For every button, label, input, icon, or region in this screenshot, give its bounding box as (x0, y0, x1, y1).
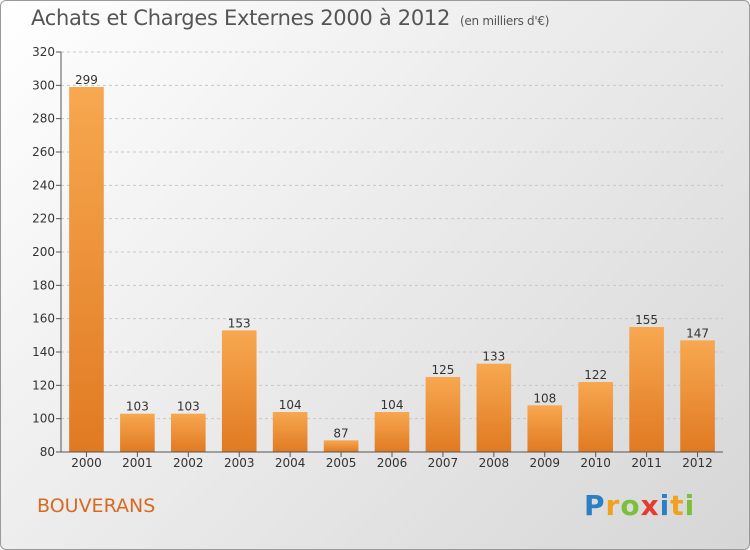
bar (578, 382, 614, 452)
bar (425, 377, 461, 452)
logo-letter: x (640, 489, 660, 522)
logo-letter: i (659, 489, 671, 522)
x-tick-label: 2006 (377, 456, 408, 470)
y-tick-label: 320 (32, 45, 55, 59)
bar-value-label: 155 (635, 313, 658, 327)
bar (120, 413, 155, 452)
x-tick-label: 2009 (529, 456, 560, 470)
bar (629, 327, 664, 452)
bar-value-label: 104 (381, 398, 404, 412)
bar-value-label: 103 (177, 400, 200, 414)
y-tick-label: 220 (32, 212, 55, 226)
bars: 299 103 103 153 104 87 104 125 133 108 122 155 147 (69, 73, 715, 452)
x-tick-label: 2012 (682, 456, 713, 470)
logo-letter: o (620, 489, 641, 522)
x-tick-label: 2000 (71, 456, 102, 470)
y-tick-label: 260 (32, 145, 55, 159)
x-tick-label: 2002 (173, 456, 204, 470)
x-tick-label: 2001 (122, 456, 153, 470)
place-name: BOUVERANS (37, 495, 156, 517)
y-tick-label: 140 (32, 345, 55, 359)
chart-title-text: Achats et Charges Externes 2000 à 2012 (31, 6, 451, 30)
y-tick-label: 80 (40, 445, 55, 459)
bar-value-label: 103 (126, 400, 149, 414)
bar (69, 87, 104, 452)
bar (272, 412, 308, 452)
x-tick-label: 2003 (224, 456, 255, 470)
x-tick-label: 2007 (428, 456, 459, 470)
bar (170, 413, 206, 452)
x-tick-label: 2011 (631, 456, 662, 470)
bar (527, 405, 563, 452)
y-axis: 80 100 120 140 160 180 200 220 240 260 280 300 320 (32, 45, 62, 459)
logo-letter: t (670, 489, 685, 522)
bar (476, 363, 512, 452)
x-tick-label: 2008 (479, 456, 510, 470)
y-tick-label: 240 (32, 178, 55, 192)
bar-value-label: 299 (75, 73, 98, 87)
logo-letter: P (584, 489, 606, 522)
x-tick-label: 2005 (326, 456, 357, 470)
bar-value-label: 87 (333, 426, 348, 440)
logo-letter: r (605, 489, 621, 522)
bar-value-label: 125 (431, 363, 454, 377)
y-tick-label: 200 (32, 245, 55, 259)
y-tick-label: 120 (32, 378, 55, 392)
bar-value-label: 147 (686, 326, 709, 340)
bar-value-label: 153 (228, 316, 251, 330)
bar-value-label: 104 (279, 398, 302, 412)
bar (374, 412, 410, 452)
bar-value-label: 108 (533, 391, 556, 405)
proxiti-logo: Proxiti (584, 489, 695, 522)
grid-lines (61, 51, 723, 453)
y-tick-label: 160 (32, 312, 55, 326)
x-axis: 2000 2001 2002 2003 2004 2005 2006 2007 2008 2009… (61, 451, 723, 470)
y-tick-label: 280 (32, 112, 55, 126)
chart-title: Achats et Charges Externes 2000 à 2012 (e… (31, 6, 549, 30)
bar (680, 340, 715, 452)
x-tick-label: 2010 (580, 456, 611, 470)
chart-subtitle: (en milliers d'€) (460, 14, 550, 28)
bar-value-label: 122 (584, 368, 607, 382)
bar (221, 330, 257, 452)
bar (323, 440, 359, 452)
x-tick-label: 2004 (275, 456, 306, 470)
y-tick-label: 180 (32, 278, 55, 292)
y-tick-label: 100 (32, 412, 55, 426)
bar-value-label: 133 (482, 350, 505, 364)
logo-letter: i (684, 489, 696, 522)
y-tick-label: 300 (32, 78, 55, 92)
